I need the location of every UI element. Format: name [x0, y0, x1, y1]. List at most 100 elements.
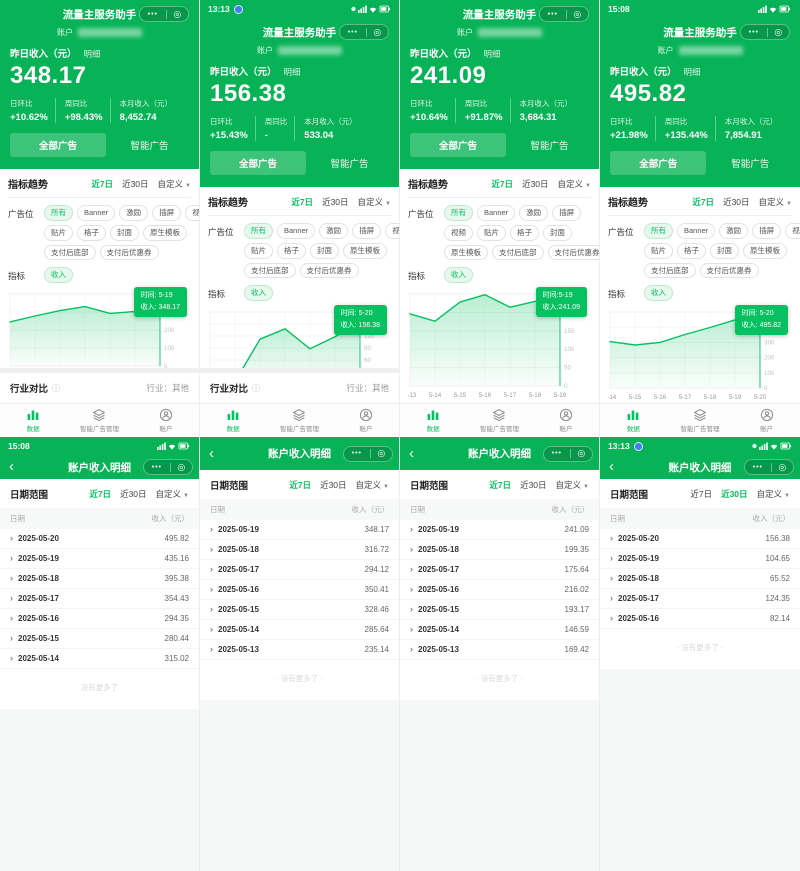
smart-ads-button[interactable]: 智能广告 [510, 133, 589, 157]
ad-slot-chip[interactable]: 封面 [710, 242, 739, 259]
income-detail-link[interactable]: 明细 [683, 67, 701, 77]
ad-slot-chip[interactable]: Banner [277, 223, 316, 239]
range-tab-30d[interactable]: 近30日 [122, 178, 149, 189]
ad-slot-chip[interactable]: 支付后优惠券 [699, 262, 759, 279]
all-ads-button[interactable]: 全部广告 [610, 151, 707, 175]
smart-ads-button[interactable]: 智能广告 [310, 151, 389, 175]
table-row[interactable]: › 2025-05-16 294.35 [0, 609, 199, 629]
ad-slot-chip[interactable]: 原生模板 [444, 244, 488, 261]
tab-smart-ads[interactable]: 智能广告管理 [466, 404, 532, 437]
ad-slot-chip[interactable]: 支付后优惠券 [299, 262, 359, 279]
close-target-icon[interactable]: ◎ [573, 8, 582, 19]
industry-compare-row[interactable]: 行业对比 ⓘ 行业：其他 [0, 373, 199, 403]
range-tab-7d[interactable]: 近7日 [491, 178, 514, 189]
ad-slot-chip[interactable]: 支付后底部 [44, 244, 96, 261]
ad-slot-chip[interactable]: 贴片 [44, 224, 73, 241]
ad-slot-chip[interactable]: 贴片 [644, 242, 673, 259]
ad-slot-chip[interactable]: 封面 [543, 224, 572, 241]
ad-slot-chip[interactable]: 视频 [785, 223, 800, 239]
smart-ads-button[interactable]: 智能广告 [710, 151, 790, 175]
more-dots-icon[interactable]: ••• [147, 10, 158, 18]
info-icon[interactable]: ⓘ [52, 383, 61, 393]
table-row[interactable]: › 2025-05-16 82.14 [600, 609, 800, 629]
range-tab-7d[interactable]: 近7日 [289, 480, 312, 490]
back-icon[interactable]: ‹ [409, 444, 414, 462]
table-row[interactable]: › 2025-05-13 235.14 [200, 640, 399, 660]
ad-slot-chip[interactable]: 原生模板 [743, 242, 787, 259]
tab-account[interactable]: 账户 [333, 404, 399, 437]
ad-slot-chip[interactable]: 视频 [385, 223, 399, 239]
ad-slot-chip[interactable]: 收入 [244, 285, 273, 301]
range-tab-7d[interactable]: 近7日 [291, 196, 314, 207]
range-tab-30d[interactable]: 近30日 [320, 480, 347, 490]
tab-data[interactable]: 数据 [200, 404, 266, 437]
minipro-capsule[interactable]: ••• ◎ [139, 6, 189, 22]
ad-slot-chip[interactable]: 支付后底部 [244, 262, 296, 279]
ad-slot-chip[interactable]: 激励 [319, 223, 349, 239]
ad-slot-chip[interactable]: 支付后底部 [492, 244, 544, 261]
account-row[interactable]: 账户 [210, 42, 389, 58]
tab-smart-ads[interactable]: 智能广告管理 [66, 404, 132, 437]
ad-slot-chip[interactable]: 格子 [510, 224, 539, 241]
ad-slot-chip[interactable]: 封面 [310, 242, 339, 259]
ad-slot-chip[interactable]: 收入 [644, 285, 673, 301]
table-row[interactable]: › 2025-05-18 199.35 [400, 540, 599, 560]
table-row[interactable]: › 2025-05-18 395.38 [0, 569, 199, 589]
ad-slot-chip[interactable]: 收入 [444, 267, 473, 283]
range-tab-30d[interactable]: 近30日 [322, 196, 349, 207]
all-ads-button[interactable]: 全部广告 [10, 133, 106, 157]
income-detail-link[interactable]: 明细 [483, 49, 501, 59]
range-tab-custom[interactable]: 自定义 ▼ [356, 479, 389, 491]
table-row[interactable]: › 2025-05-14 146.59 [400, 620, 599, 640]
ad-slot-chip[interactable]: 支付后优惠券 [99, 244, 159, 261]
ad-slot-chip[interactable]: 插屏 [352, 223, 382, 239]
table-row[interactable]: › 2025-05-15 328.46 [200, 600, 399, 620]
close-target-icon[interactable]: ◎ [774, 26, 783, 37]
more-dots-icon[interactable]: ••• [151, 463, 162, 471]
ad-slot-chip[interactable]: 插屏 [752, 223, 782, 239]
minipro-capsule[interactable]: ••• ◎ [343, 445, 393, 462]
income-trend-chart[interactable]: 0501001502002505-135-145-155-165-175-185… [408, 289, 592, 403]
tab-data[interactable]: 数据 [0, 404, 66, 437]
ad-slot-chip[interactable]: 贴片 [477, 224, 506, 241]
range-tab-custom[interactable]: 自定义 ▼ [358, 196, 391, 208]
ad-slot-chip[interactable]: Banner [77, 205, 116, 221]
info-icon[interactable]: ⓘ [252, 383, 261, 393]
industry-compare-row[interactable]: 行业对比 ⓘ 行业：其他 [200, 373, 399, 403]
range-tab-30d[interactable]: 近30日 [120, 489, 147, 499]
more-dots-icon[interactable]: ••• [748, 28, 759, 36]
ad-slot-chip[interactable]: 支付后优惠券 [547, 244, 599, 261]
ad-slot-chip[interactable]: 原生模板 [343, 242, 387, 259]
table-row[interactable]: › 2025-05-20 156.38 [600, 529, 800, 549]
ad-slot-chip[interactable]: 贴片 [244, 242, 273, 259]
ad-slot-chip[interactable]: 格子 [77, 224, 106, 241]
ad-slot-chip[interactable]: 原生模板 [143, 224, 187, 241]
tab-account[interactable]: 账户 [133, 404, 199, 437]
table-row[interactable]: › 2025-05-17 175.64 [400, 560, 599, 580]
minipro-capsule[interactable]: ••• ◎ [339, 24, 389, 40]
close-target-icon[interactable]: ◎ [377, 448, 386, 458]
ad-slot-chip[interactable]: 激励 [519, 205, 549, 221]
all-ads-button[interactable]: 全部广告 [410, 133, 506, 157]
more-dots-icon[interactable]: ••• [752, 463, 763, 471]
table-row[interactable]: › 2025-05-17 354.43 [0, 589, 199, 609]
tab-data[interactable]: 数据 [600, 404, 667, 437]
range-tab-custom[interactable]: 自定义 ▼ [759, 196, 792, 208]
range-tab-custom[interactable]: 自定义 ▼ [757, 488, 790, 500]
table-row[interactable]: › 2025-05-15 280.44 [0, 629, 199, 649]
range-tab-7d[interactable]: 近7日 [690, 489, 713, 499]
ad-slot-chip[interactable]: 所有 [44, 205, 73, 221]
tab-account[interactable]: 账户 [533, 404, 599, 437]
ad-slot-chip[interactable]: Banner [477, 205, 516, 221]
table-row[interactable]: › 2025-05-13 169.42 [400, 640, 599, 660]
table-row[interactable]: › 2025-05-19 435.16 [0, 549, 199, 569]
ad-slot-chip[interactable]: 激励 [719, 223, 749, 239]
close-target-icon[interactable]: ◎ [373, 26, 382, 37]
ad-slot-chip[interactable]: 插屏 [552, 205, 582, 221]
ad-slot-chip[interactable]: 收入 [44, 267, 73, 283]
all-ads-button[interactable]: 全部广告 [210, 151, 306, 175]
range-tab-30d[interactable]: 近30日 [522, 178, 549, 189]
account-row[interactable]: 账户 [10, 24, 189, 40]
minipro-capsule[interactable]: ••• ◎ [539, 6, 589, 22]
table-row[interactable]: › 2025-05-17 124.35 [600, 589, 800, 609]
